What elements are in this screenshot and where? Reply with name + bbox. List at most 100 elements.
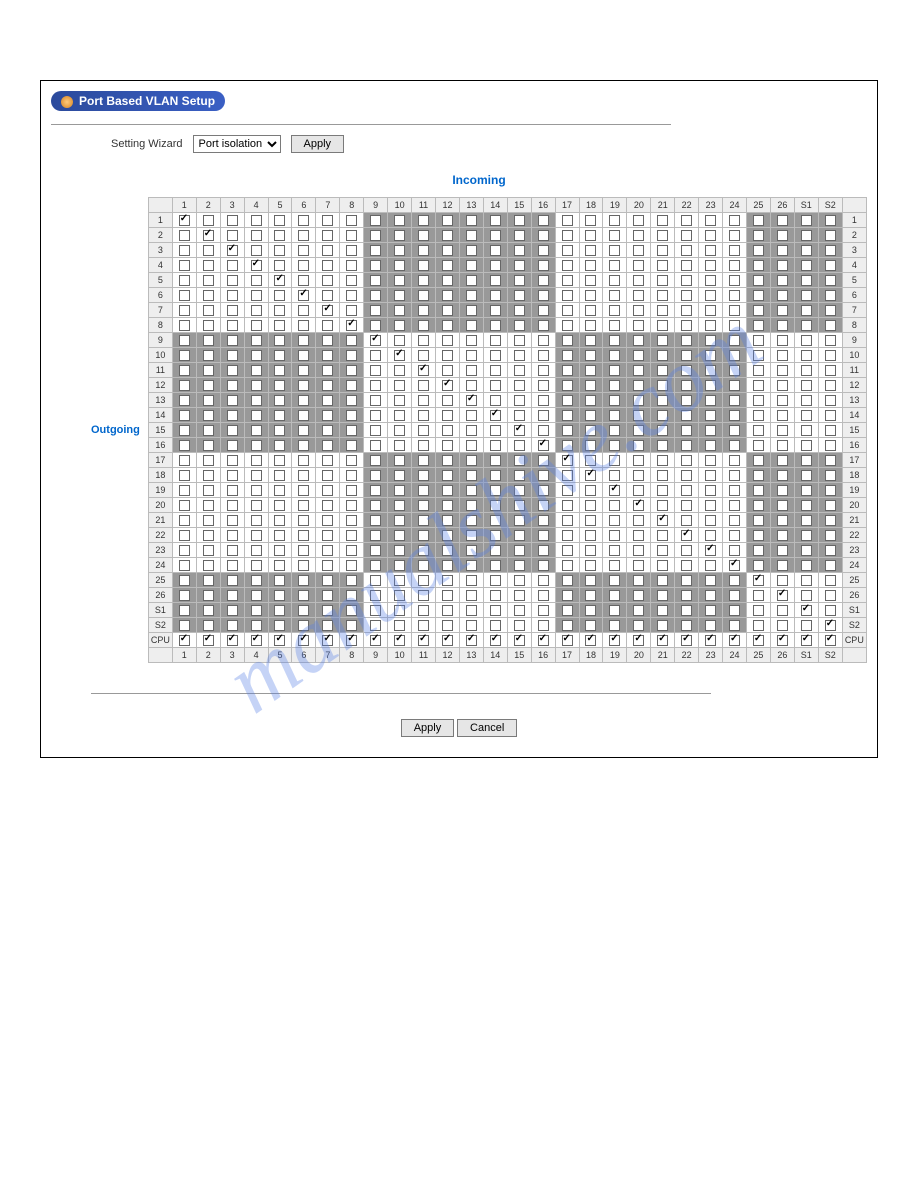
checkbox[interactable] (801, 590, 812, 601)
matrix-cell[interactable] (220, 393, 244, 408)
matrix-cell[interactable] (555, 258, 579, 273)
checkbox[interactable] (705, 545, 716, 556)
matrix-cell[interactable] (196, 468, 220, 483)
checkbox[interactable] (203, 425, 214, 436)
matrix-cell[interactable] (220, 543, 244, 558)
matrix-cell[interactable] (723, 618, 747, 633)
checkbox[interactable] (705, 215, 716, 226)
checkbox[interactable] (466, 545, 477, 556)
checkbox[interactable] (490, 500, 501, 511)
checkbox[interactable] (322, 290, 333, 301)
matrix-cell[interactable] (579, 468, 603, 483)
matrix-cell[interactable] (172, 498, 196, 513)
checkbox[interactable] (490, 485, 501, 496)
checkbox[interactable] (370, 380, 381, 391)
matrix-cell[interactable] (196, 348, 220, 363)
checkbox[interactable] (514, 260, 525, 271)
checkbox[interactable] (514, 380, 525, 391)
checkbox[interactable] (538, 485, 549, 496)
matrix-cell[interactable] (794, 318, 818, 333)
checkbox[interactable] (777, 350, 788, 361)
matrix-cell[interactable] (340, 288, 364, 303)
matrix-cell[interactable] (388, 543, 412, 558)
checkbox[interactable] (681, 530, 692, 541)
matrix-cell[interactable] (244, 348, 268, 363)
checkbox[interactable] (633, 545, 644, 556)
matrix-cell[interactable] (699, 213, 723, 228)
checkbox[interactable] (227, 545, 238, 556)
checkbox[interactable] (585, 365, 596, 376)
matrix-cell[interactable] (268, 633, 292, 648)
matrix-cell[interactable] (770, 243, 794, 258)
matrix-cell[interactable] (268, 333, 292, 348)
checkbox[interactable] (657, 275, 668, 286)
matrix-cell[interactable] (627, 513, 651, 528)
matrix-cell[interactable] (220, 633, 244, 648)
checkbox[interactable] (298, 635, 309, 646)
checkbox[interactable] (801, 275, 812, 286)
checkbox[interactable] (801, 500, 812, 511)
matrix-cell[interactable] (818, 273, 842, 288)
matrix-cell[interactable] (746, 543, 770, 558)
matrix-cell[interactable] (412, 618, 436, 633)
checkbox[interactable] (370, 485, 381, 496)
matrix-cell[interactable] (531, 363, 555, 378)
checkbox[interactable] (251, 335, 262, 346)
checkbox[interactable] (538, 275, 549, 286)
matrix-cell[interactable] (220, 453, 244, 468)
matrix-cell[interactable] (364, 453, 388, 468)
checkbox[interactable] (322, 425, 333, 436)
checkbox[interactable] (633, 215, 644, 226)
matrix-cell[interactable] (292, 453, 316, 468)
matrix-cell[interactable] (603, 528, 627, 543)
matrix-cell[interactable] (340, 588, 364, 603)
checkbox[interactable] (633, 605, 644, 616)
checkbox[interactable] (394, 635, 405, 646)
matrix-cell[interactable] (723, 348, 747, 363)
matrix-cell[interactable] (794, 303, 818, 318)
checkbox[interactable] (346, 425, 357, 436)
matrix-cell[interactable] (818, 513, 842, 528)
matrix-cell[interactable] (627, 348, 651, 363)
checkbox[interactable] (394, 320, 405, 331)
checkbox[interactable] (562, 635, 573, 646)
matrix-cell[interactable] (388, 618, 412, 633)
checkbox[interactable] (729, 320, 740, 331)
checkbox[interactable] (394, 260, 405, 271)
checkbox[interactable] (466, 515, 477, 526)
matrix-cell[interactable] (794, 333, 818, 348)
matrix-cell[interactable] (746, 468, 770, 483)
checkbox[interactable] (657, 395, 668, 406)
checkbox[interactable] (227, 320, 238, 331)
matrix-cell[interactable] (364, 363, 388, 378)
matrix-cell[interactable] (723, 213, 747, 228)
matrix-cell[interactable] (483, 273, 507, 288)
matrix-cell[interactable] (316, 483, 340, 498)
checkbox[interactable] (298, 515, 309, 526)
matrix-cell[interactable] (172, 438, 196, 453)
checkbox[interactable] (370, 545, 381, 556)
matrix-cell[interactable] (746, 573, 770, 588)
checkbox[interactable] (322, 590, 333, 601)
matrix-cell[interactable] (220, 273, 244, 288)
checkbox[interactable] (274, 380, 285, 391)
checkbox[interactable] (729, 455, 740, 466)
matrix-cell[interactable] (483, 288, 507, 303)
matrix-cell[interactable] (172, 288, 196, 303)
checkbox[interactable] (729, 410, 740, 421)
matrix-cell[interactable] (675, 213, 699, 228)
matrix-cell[interactable] (507, 588, 531, 603)
matrix-cell[interactable] (675, 633, 699, 648)
checkbox[interactable] (538, 440, 549, 451)
checkbox[interactable] (370, 245, 381, 256)
matrix-cell[interactable] (579, 588, 603, 603)
matrix-cell[interactable] (794, 453, 818, 468)
checkbox[interactable] (633, 230, 644, 241)
checkbox[interactable] (442, 605, 453, 616)
matrix-cell[interactable] (412, 213, 436, 228)
matrix-cell[interactable] (579, 513, 603, 528)
matrix-cell[interactable] (746, 348, 770, 363)
checkbox[interactable] (585, 230, 596, 241)
checkbox[interactable] (657, 605, 668, 616)
matrix-cell[interactable] (244, 423, 268, 438)
